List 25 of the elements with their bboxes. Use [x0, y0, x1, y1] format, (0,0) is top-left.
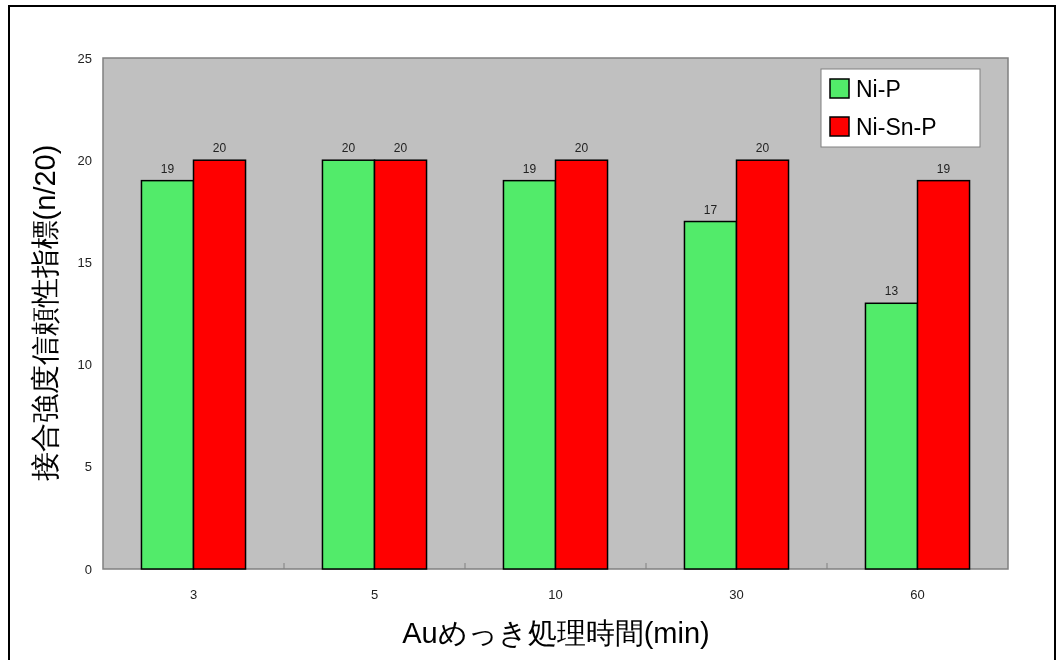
- legend-label: Ni-Sn-P: [856, 114, 937, 140]
- y-tick-label: 15: [77, 254, 92, 270]
- data-label: 20: [341, 141, 356, 156]
- data-label: 19: [936, 161, 951, 176]
- y-tick-label: 5: [84, 459, 92, 475]
- x-tick-label: 5: [370, 586, 379, 602]
- data-label: 20: [212, 141, 227, 156]
- data-label: 13: [884, 284, 899, 299]
- data-label: 19: [160, 161, 175, 176]
- data-label: 20: [393, 141, 408, 156]
- y-tick-label: 25: [77, 50, 92, 66]
- y-tick-label: 10: [77, 357, 92, 373]
- data-label: 20: [574, 141, 589, 156]
- legend-label: Ni-P: [856, 76, 901, 102]
- x-tick-label: 30: [729, 586, 744, 602]
- x-tick-label: 60: [910, 586, 925, 602]
- data-label: 20: [755, 141, 770, 156]
- y-tick-label: 20: [77, 152, 92, 168]
- x-tick-label: 3: [189, 586, 198, 602]
- data-label: 17: [703, 202, 718, 217]
- x-tick-label: 10: [548, 586, 563, 602]
- x-axis-title: Auめっき処理時間(min): [402, 617, 710, 649]
- data-label: 19: [522, 161, 537, 176]
- y-tick-label: 0: [84, 561, 92, 577]
- y-axis-title: 接合強度信頼性指標(n/20): [29, 144, 61, 482]
